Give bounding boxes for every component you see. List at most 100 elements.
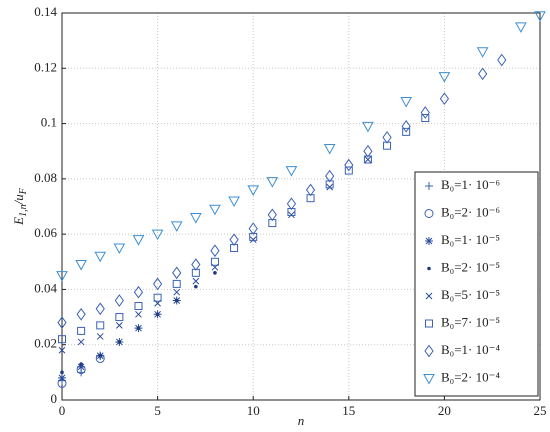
marker — [210, 257, 219, 266]
marker — [96, 333, 104, 340]
marker — [363, 144, 373, 158]
marker — [423, 374, 435, 385]
marker — [286, 197, 297, 211]
marker — [77, 362, 86, 371]
legend-label: B₀=1· 10⁻⁵ — [441, 232, 500, 247]
y-tick-label: 0.06 — [34, 225, 57, 240]
marker — [76, 307, 86, 321]
marker — [420, 106, 430, 119]
y-tick-label: 0.02 — [34, 336, 57, 351]
marker — [58, 335, 66, 344]
x-axis-label: n — [298, 413, 305, 428]
y-axis-label: E1,n/uF — [11, 187, 29, 226]
marker — [213, 271, 217, 275]
legend-label: B₀=2· 10⁻⁴ — [441, 369, 500, 384]
marker — [425, 237, 433, 245]
marker — [382, 131, 392, 144]
marker — [136, 326, 141, 330]
marker — [153, 293, 162, 302]
marker — [515, 22, 527, 33]
marker — [478, 67, 488, 81]
x-tick-label: 25 — [534, 403, 547, 418]
y-tick-label: 0.08 — [34, 170, 57, 185]
marker — [228, 196, 240, 208]
marker — [285, 166, 298, 177]
legend-label: B₀=1· 10⁻⁴ — [441, 342, 500, 357]
marker — [95, 302, 105, 316]
x-tick-label: 15 — [342, 403, 355, 418]
y-tick-label: 0.04 — [34, 280, 57, 295]
marker — [172, 266, 182, 280]
marker — [248, 222, 258, 235]
marker — [151, 229, 164, 241]
marker — [174, 298, 179, 303]
marker — [172, 279, 181, 288]
y-axis-label-part: /u — [11, 194, 26, 206]
marker — [323, 143, 336, 155]
marker — [425, 319, 433, 328]
y-tick-label: 0.14 — [34, 4, 57, 19]
marker — [267, 208, 277, 222]
marker — [247, 185, 260, 196]
marker — [362, 121, 374, 133]
marker — [534, 11, 546, 22]
legend-label: B₀=2· 10⁻⁵ — [441, 259, 500, 274]
marker — [344, 166, 353, 175]
marker — [57, 316, 67, 329]
marker — [424, 209, 434, 218]
x-tick-label: 0 — [59, 403, 66, 418]
marker — [77, 338, 85, 346]
y-tick-label: 0.12 — [34, 59, 57, 74]
marker — [249, 236, 257, 244]
marker — [427, 266, 431, 271]
marker — [402, 127, 411, 136]
marker — [113, 243, 126, 254]
marker — [58, 346, 66, 354]
marker — [132, 235, 145, 246]
marker — [192, 277, 200, 285]
marker — [326, 183, 334, 191]
marker — [497, 53, 507, 67]
marker — [425, 182, 433, 190]
marker — [115, 313, 124, 322]
marker — [56, 271, 68, 282]
marker — [400, 96, 413, 108]
marker — [191, 258, 201, 271]
marker — [476, 47, 489, 58]
marker — [133, 285, 144, 299]
marker — [173, 288, 181, 296]
marker — [229, 233, 239, 247]
marker — [152, 277, 163, 291]
marker — [438, 72, 451, 83]
marker — [60, 370, 64, 375]
y-axis-label-part: F — [18, 187, 29, 195]
marker — [116, 322, 123, 329]
legend-label: B₀=5· 10⁻⁵ — [441, 287, 500, 302]
marker — [194, 284, 198, 289]
marker — [134, 302, 143, 311]
marker — [424, 344, 434, 358]
marker — [75, 260, 87, 271]
marker — [96, 321, 105, 330]
y-tick-label: 0 — [51, 391, 58, 406]
x-tick-label: 10 — [247, 403, 260, 418]
marker — [77, 326, 86, 335]
marker — [94, 251, 107, 263]
marker — [58, 373, 66, 382]
marker — [117, 340, 122, 344]
marker — [135, 310, 142, 318]
marker — [170, 221, 183, 232]
marker — [189, 213, 202, 224]
legend-label: B₀=7· 10⁻⁵ — [441, 314, 500, 329]
y-axis-label-part: 1,n — [18, 204, 29, 217]
marker — [344, 158, 354, 172]
marker — [325, 169, 335, 183]
marker — [155, 312, 160, 317]
marker — [425, 292, 433, 300]
marker — [401, 119, 411, 133]
marker — [439, 92, 450, 106]
legend-label: B₀=1· 10⁻⁶ — [441, 177, 500, 192]
marker — [288, 211, 295, 219]
x-tick-label: 5 — [154, 403, 161, 418]
